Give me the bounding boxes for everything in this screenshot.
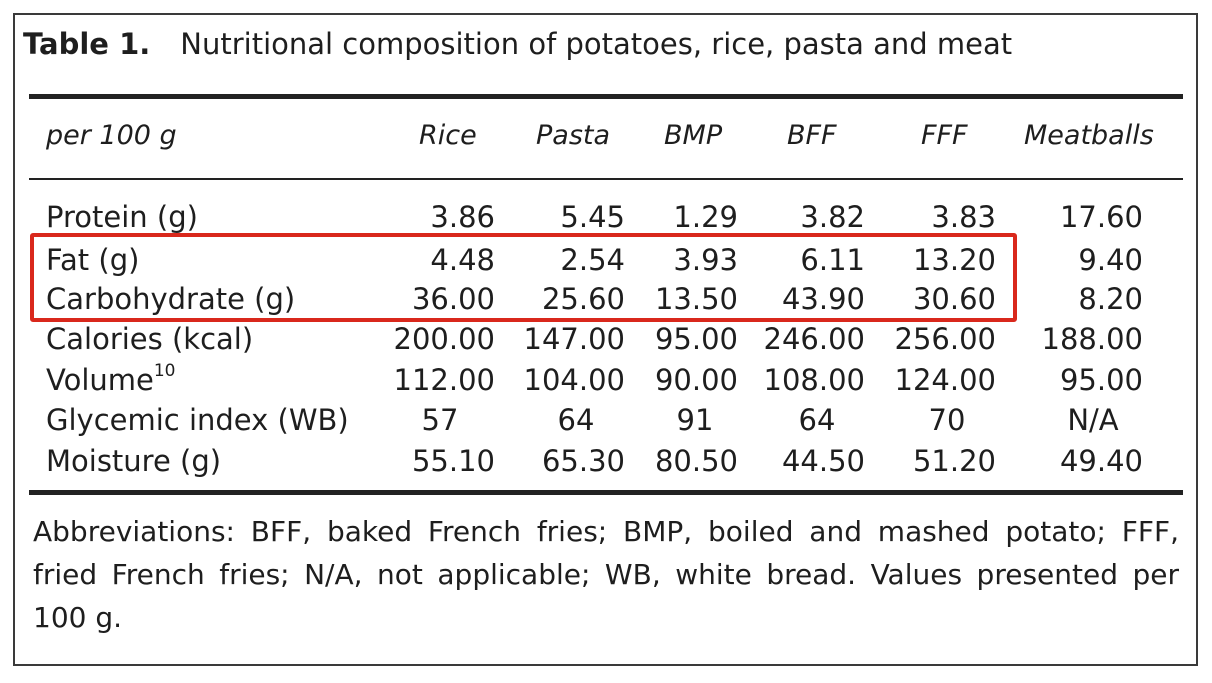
cell-fff: 256.00 [894, 322, 996, 356]
cell-bff: 44.50 [781, 444, 865, 478]
cell-fff: 13.20 [912, 243, 996, 277]
table-label: Table 1. [23, 27, 151, 61]
table-caption: Table 1. Nutritional composition of potat… [23, 27, 1012, 61]
cell-bmp: 80.50 [654, 444, 738, 478]
cell-bmp: 13.50 [654, 282, 738, 316]
header-bff: BFF [787, 120, 837, 151]
cell-pasta: 147.00 [523, 322, 625, 356]
cell-fff: 3.83 [931, 200, 996, 234]
row-label: Calories (kcal) [46, 322, 254, 356]
cell-bmp: 3.93 [673, 243, 738, 277]
top-rule [29, 94, 1183, 99]
table-row: Glycemic index (WB) 57 64 91 64 70 N/A [0, 400, 1212, 440]
cell-pasta: 5.45 [560, 200, 625, 234]
cell-fff: 70 [928, 403, 966, 437]
cell-bmp: 91 [676, 403, 714, 437]
cell-pasta: 64 [557, 403, 595, 437]
cell-rice: 57 [421, 403, 459, 437]
cell-rice: 36.00 [411, 282, 495, 316]
cell-bff: 246.00 [763, 322, 865, 356]
highlight-box [30, 233, 1017, 322]
table-row: Volume10 112.00 104.00 90.00 108.00 124.… [0, 360, 1212, 400]
cell-bff: 3.82 [800, 200, 865, 234]
cell-pasta: 2.54 [560, 243, 625, 277]
cell-fff: 51.20 [912, 444, 996, 478]
cell-meatballs: 188.00 [1041, 322, 1143, 356]
table-row: Moisture (g) 55.10 65.30 80.50 44.50 51.… [0, 441, 1212, 481]
cell-meatballs: 17.60 [1059, 200, 1143, 234]
table-row: Fat (g) 4.48 2.54 3.93 6.11 13.20 9.40 [0, 240, 1212, 280]
header-fff: FFF [921, 120, 968, 151]
row-label: Volume10 [46, 360, 176, 400]
row-label: Carbohydrate (g) [46, 282, 296, 316]
cell-fff: 30.60 [912, 282, 996, 316]
cell-bff: 43.90 [781, 282, 865, 316]
cell-rice: 4.48 [430, 243, 495, 277]
bottom-rule [29, 490, 1183, 495]
table-row: Carbohydrate (g) 36.00 25.60 13.50 43.90… [0, 279, 1212, 319]
row-label-text: Volume [46, 363, 154, 397]
header-rice: Rice [419, 120, 477, 151]
cell-fff: 124.00 [894, 363, 996, 397]
cell-rice: 3.86 [430, 200, 495, 234]
row-label: Protein (g) [46, 200, 198, 234]
header-rule [29, 178, 1183, 180]
table-row: Protein (g) 3.86 5.45 1.29 3.82 3.83 17.… [0, 197, 1212, 237]
cell-bmp: 1.29 [673, 200, 738, 234]
cell-bmp: 90.00 [654, 363, 738, 397]
row-label: Moisture (g) [46, 444, 222, 478]
cell-bff: 108.00 [763, 363, 865, 397]
cell-meatballs: 9.40 [1078, 243, 1143, 277]
cell-rice: 55.10 [411, 444, 495, 478]
table-title: Nutritional composition of potatoes, ric… [180, 27, 1013, 61]
cell-meatballs: 8.20 [1078, 282, 1143, 316]
cell-bff: 6.11 [800, 243, 865, 277]
header-bmp: BMP [664, 120, 723, 151]
row-label: Fat (g) [46, 243, 140, 277]
cell-rice: 112.00 [393, 363, 495, 397]
header-per-100g: per 100 g [46, 120, 177, 151]
cell-pasta: 65.30 [541, 444, 625, 478]
cell-pasta: 104.00 [523, 363, 625, 397]
table-frame [13, 13, 1198, 666]
cell-bmp: 95.00 [654, 322, 738, 356]
cell-bff: 64 [798, 403, 836, 437]
row-label: Glycemic index (WB) [46, 403, 349, 437]
header-pasta: Pasta [536, 120, 611, 151]
header-meatballs: Meatballs [1024, 120, 1154, 151]
table-footnote: Abbreviations: BFF, baked French fries; … [33, 515, 1179, 634]
cell-meatballs: 95.00 [1059, 363, 1143, 397]
cell-pasta: 25.60 [541, 282, 625, 316]
table-row: Calories (kcal) 200.00 147.00 95.00 246.… [0, 319, 1212, 359]
cell-meatballs: N/A [1067, 403, 1119, 437]
cell-meatballs: 49.40 [1059, 444, 1143, 478]
reference-superscript: 10 [153, 361, 176, 381]
cell-rice: 200.00 [393, 322, 495, 356]
